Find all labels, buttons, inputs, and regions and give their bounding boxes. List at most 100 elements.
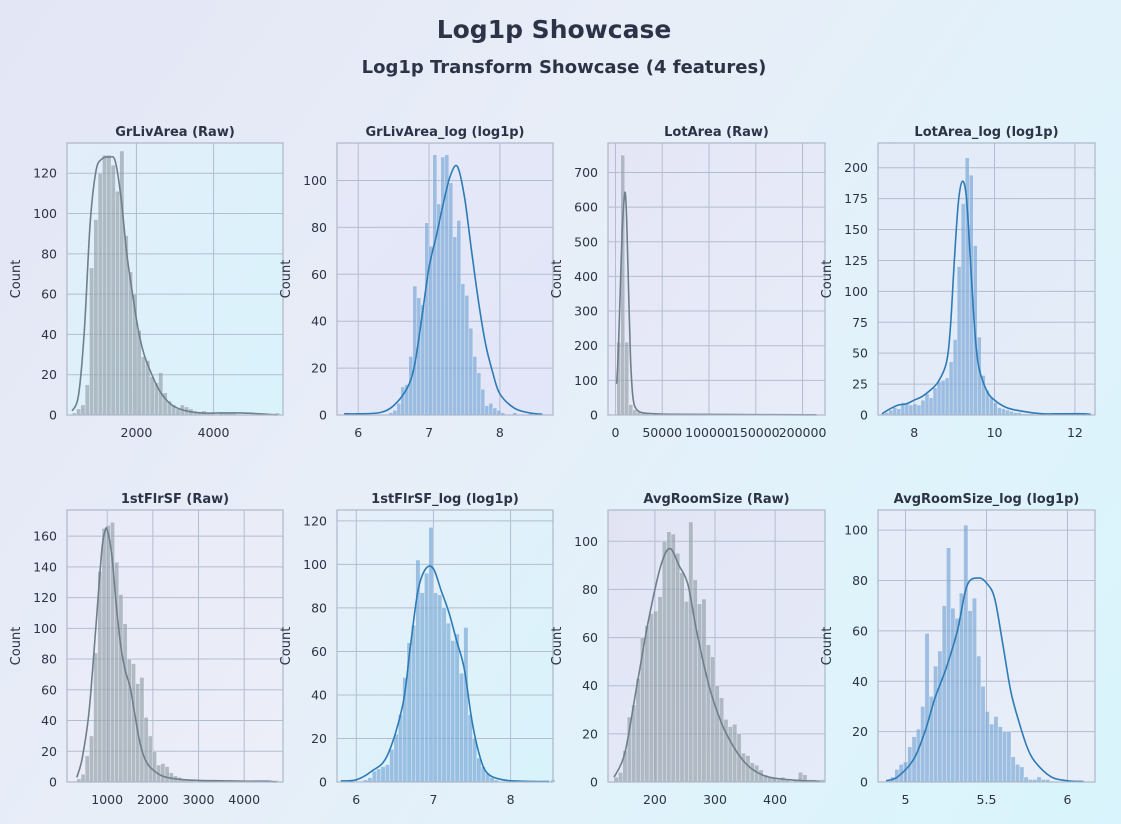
panel-title: GrLivArea (Raw) xyxy=(115,125,235,140)
histogram-bar xyxy=(412,285,418,416)
histogram-bar xyxy=(143,717,149,783)
y-tick-label: 120 xyxy=(33,590,57,605)
y-tick-label: 200 xyxy=(574,338,598,353)
y-tick-label: 80 xyxy=(41,652,57,667)
y-tick-label: 200 xyxy=(844,160,868,175)
histogram-bar xyxy=(398,714,403,783)
histogram-bar xyxy=(441,607,447,783)
y-tick-label: 125 xyxy=(844,253,868,268)
x-tick-label: 8 xyxy=(496,425,504,440)
y-tick-label: 60 xyxy=(41,287,57,302)
y-tick-label: 60 xyxy=(311,267,327,282)
panel-title: 1stFlrSF (Raw) xyxy=(121,492,229,507)
histogram-bar xyxy=(80,404,86,416)
histogram-bar xyxy=(411,625,416,783)
y-tick-label: 80 xyxy=(311,220,327,235)
histogram-bar xyxy=(464,295,470,416)
x-tick-label: 0 xyxy=(612,425,620,440)
histogram-bar xyxy=(936,381,942,416)
histogram-bar xyxy=(400,386,406,416)
y-tick-label: 100 xyxy=(574,373,598,388)
histogram-bar xyxy=(997,407,1002,416)
x-tick-label: 6 xyxy=(352,792,360,807)
y-tick-label: 80 xyxy=(852,573,868,588)
x-tick-label: 7 xyxy=(425,425,433,440)
y-tick-label: 40 xyxy=(41,713,57,728)
histogram-bar xyxy=(1019,766,1025,783)
histogram-bar xyxy=(941,605,947,783)
histogram-bar xyxy=(989,723,995,783)
histogram-bar xyxy=(380,766,386,783)
y-tick-label: 100 xyxy=(844,523,868,538)
x-tick-label: 200000 xyxy=(779,425,827,440)
histogram-bar xyxy=(115,191,120,416)
x-tick-label: 50000 xyxy=(642,425,682,440)
x-tick-label: 3000 xyxy=(183,792,215,807)
histogram-bar xyxy=(648,613,654,783)
histogram-bar xyxy=(448,182,454,416)
y-tick-label: 150 xyxy=(844,222,868,237)
histogram-bar xyxy=(644,625,650,783)
x-tick-label: 10 xyxy=(987,425,1003,440)
plot-frame xyxy=(336,509,554,783)
histogram-bar xyxy=(440,156,446,416)
histogram-bar xyxy=(480,388,486,416)
histogram-bar xyxy=(164,766,170,783)
y-tick-label: 40 xyxy=(311,314,327,329)
histogram-bar xyxy=(933,665,939,783)
histogram-bar xyxy=(688,521,694,783)
y-axis-label: Count xyxy=(820,627,835,666)
y-tick-label: 120 xyxy=(33,166,57,181)
histogram-bar xyxy=(908,404,914,416)
histogram-bar xyxy=(89,267,95,416)
histogram-bar xyxy=(496,410,502,416)
histogram-bar xyxy=(147,735,153,783)
histogram-bar xyxy=(1023,776,1029,783)
histogram-bar xyxy=(741,752,746,783)
histogram-bar xyxy=(954,618,960,783)
y-tick-label: 60 xyxy=(41,682,57,697)
kde-line xyxy=(885,577,1084,783)
y-tick-label: 40 xyxy=(582,678,598,693)
x-tick-label: 12 xyxy=(1067,425,1083,440)
y-tick-label: 120 xyxy=(303,513,327,528)
plot-frame xyxy=(877,509,1096,783)
histogram-bar xyxy=(745,755,751,783)
histogram-bar xyxy=(613,776,619,783)
histogram-bar xyxy=(632,409,638,416)
histogram-bar xyxy=(93,219,99,416)
histogram-bar xyxy=(389,749,395,783)
histogram-bar xyxy=(984,711,990,783)
y-tick-label: 700 xyxy=(574,165,598,180)
y-tick-label: 20 xyxy=(311,731,327,746)
y-tick-label: 80 xyxy=(41,246,57,261)
histogram-bar xyxy=(84,384,90,416)
histogram-bar xyxy=(160,763,166,783)
histogram-bar xyxy=(106,154,112,416)
histogram-bar xyxy=(1010,756,1016,783)
histogram-bar xyxy=(980,686,986,783)
histogram-bar xyxy=(492,407,498,416)
y-tick-label: 20 xyxy=(311,361,327,376)
histogram-bar xyxy=(732,723,738,783)
plot-background xyxy=(608,143,825,415)
histogram-bar xyxy=(719,697,724,783)
histogram-bar xyxy=(624,341,630,416)
x-tick-label: 300 xyxy=(703,792,727,807)
y-tick-label: 600 xyxy=(574,200,598,215)
histogram-bar xyxy=(993,402,998,416)
x-tick-label: 6 xyxy=(1063,792,1071,807)
x-tick-label: 5 xyxy=(902,792,910,807)
x-tick-label: 1000 xyxy=(91,792,123,807)
panel-title: AvgRoomSize_log (log1p) xyxy=(894,492,1080,507)
histogram-bar xyxy=(376,768,382,783)
histogram-bar xyxy=(635,678,641,783)
histogram-bar xyxy=(489,777,495,783)
histogram-bar xyxy=(679,572,685,783)
histogram-bar xyxy=(993,716,999,783)
x-tick-label: 2000 xyxy=(121,425,153,440)
y-tick-label: 20 xyxy=(852,724,868,739)
histogram-bar xyxy=(675,553,681,783)
histogram-bar xyxy=(888,409,894,416)
